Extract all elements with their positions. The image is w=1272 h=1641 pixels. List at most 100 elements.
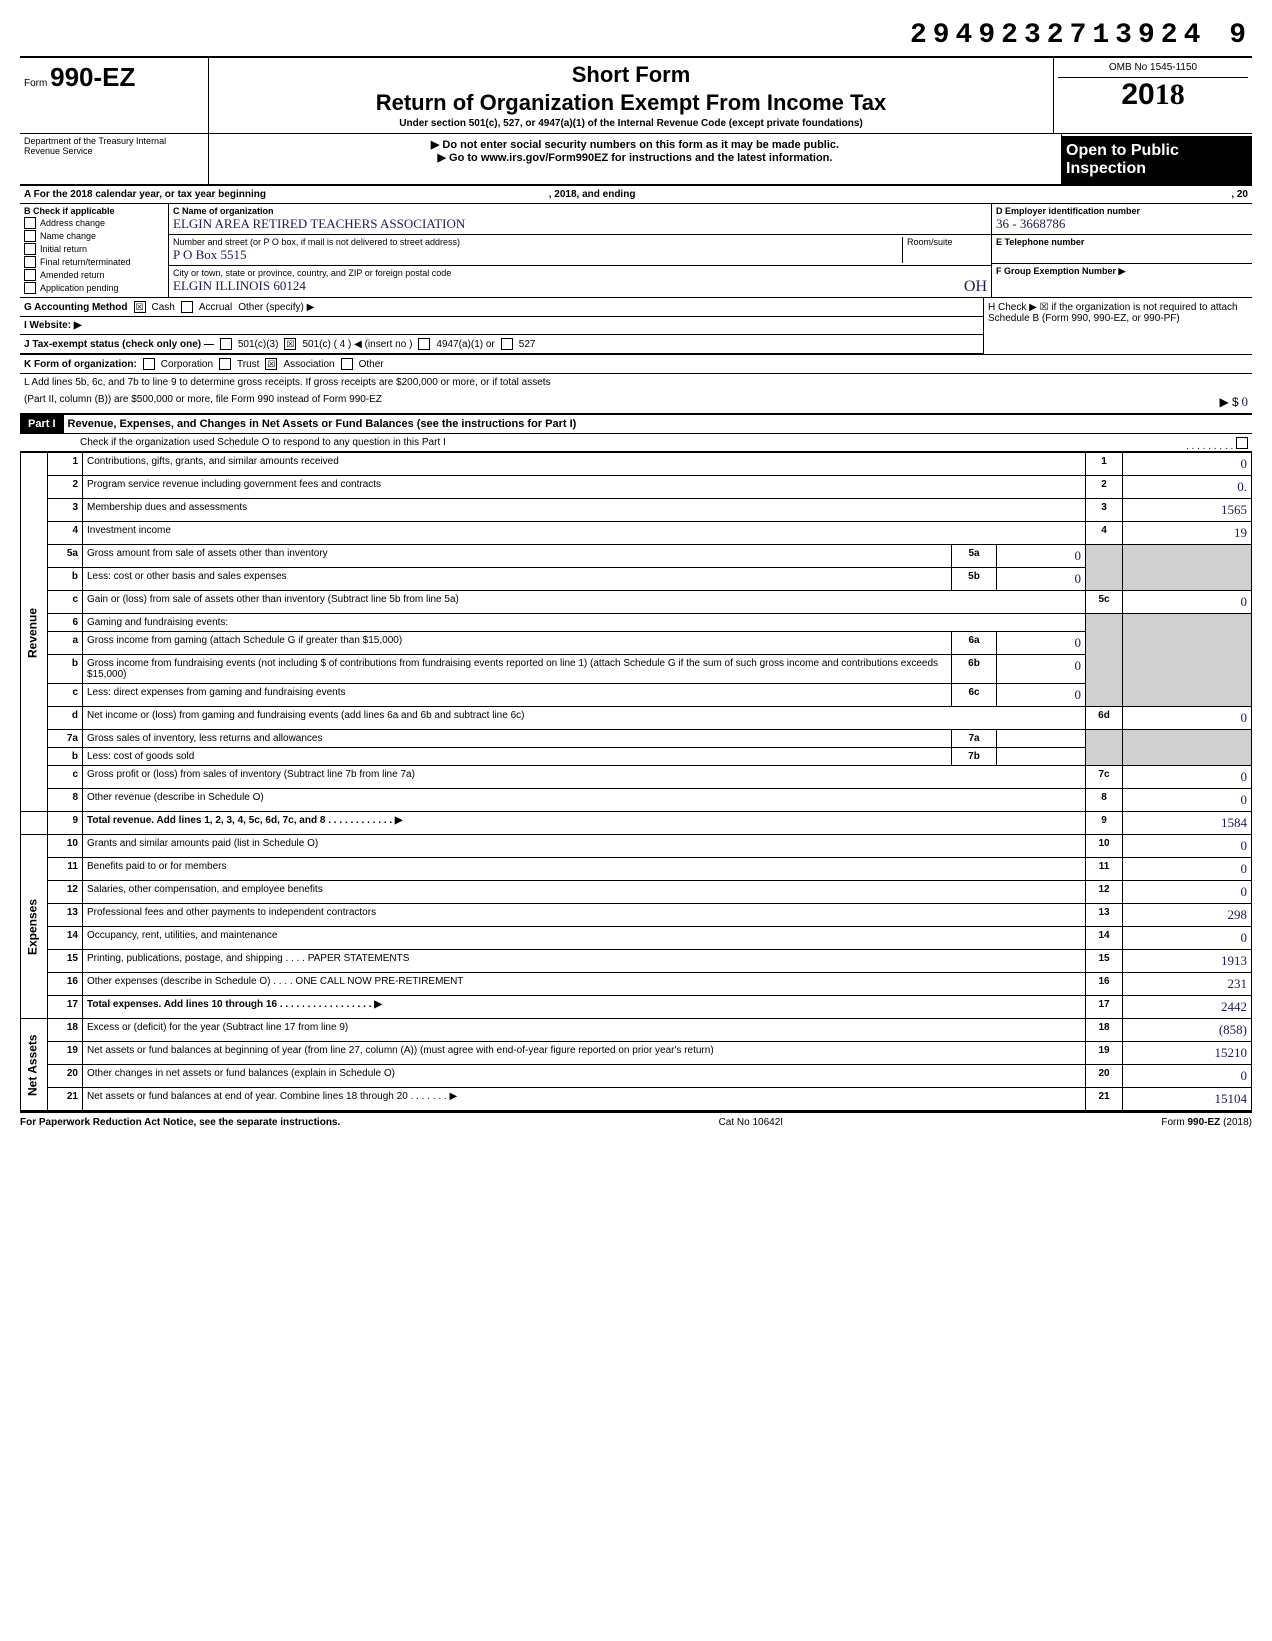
ln-6b-subval: 0 [997,655,1086,684]
ln-17-num: 17 [48,996,83,1019]
ln-13-num: 13 [48,904,83,927]
public-note-2: ▶ Go to www.irs.gov/Form990EZ for instru… [217,151,1053,164]
ln-5c-desc: Gain or (loss) from sale of assets other… [83,591,1086,614]
form-header: Form 990-EZ Short Form Return of Organiz… [20,56,1252,134]
footer-left: For Paperwork Reduction Act Notice, see … [20,1117,340,1128]
footer: For Paperwork Reduction Act Notice, see … [20,1111,1252,1128]
chk-final-return[interactable] [24,256,36,268]
ln-6d-desc: Net income or (loss) from gaming and fun… [83,707,1086,730]
ln-11-desc: Benefits paid to or for members [83,858,1086,881]
lbl-other-org: Other [359,359,384,370]
ln-6-shade-amt [1123,614,1252,707]
ln-12-ln: 12 [1086,881,1123,904]
ln-6-desc: Gaming and fundraising events: [83,614,1086,632]
ln-18-desc: Excess or (deficit) for the year (Subtra… [83,1019,1086,1042]
ln-11-amt: 0 [1123,858,1252,881]
col-d: D Employer identification number 36 - 36… [992,204,1252,297]
ln-6b-num: b [48,655,83,684]
chk-cash[interactable]: ☒ [134,301,146,313]
ln-5a-desc: Gross amount from sale of assets other t… [83,545,952,568]
row-l-text-1: L Add lines 5b, 6c, and 7b to line 9 to … [24,377,551,388]
ln-7a-subval [997,730,1086,748]
info-grid: B Check if applicable Address change Nam… [20,204,1252,298]
accounting-method-label: G Accounting Method [24,302,128,313]
ln-11-ln: 11 [1086,858,1123,881]
document-locator-number: 2949232713924 9 [20,20,1252,51]
ln-8-desc: Other revenue (describe in Schedule O) [83,789,1086,812]
open-public-label: Open to Public Inspection [1062,136,1252,184]
part-1-check-line: Check if the organization used Schedule … [20,434,1252,452]
chk-schedule-o[interactable] [1236,437,1248,449]
lbl-initial-return: Initial return [40,244,87,254]
omb-number: OMB No 1545-1150 [1058,62,1248,78]
ln-6c-sub: 6c [952,684,997,707]
ln-15-ln: 15 [1086,950,1123,973]
ln-2-ln: 2 [1086,476,1123,499]
org-name-label: C Name of organization [173,206,274,216]
ln-7ab-shade [1086,730,1123,766]
ln-10-amt: 0 [1123,835,1252,858]
ln-5b-sub: 5b [952,568,997,591]
open-public-box: Open to Public Inspection [1061,134,1252,184]
header-right: OMB No 1545-1150 2018 [1053,58,1252,133]
row-h: H Check ▶ ☒ if the organization is not r… [983,298,1252,354]
chk-application-pending[interactable] [24,282,36,294]
chk-name-change[interactable] [24,230,36,242]
row-a-mid: , 2018, and ending [549,189,636,200]
ln-5c-ln: 5c [1086,591,1123,614]
chk-501c3[interactable] [220,338,232,350]
chk-accrual[interactable] [181,301,193,313]
form-of-org-label: K Form of organization: [24,359,137,370]
ln-5a-num: 5a [48,545,83,568]
ln-1-num: 1 [48,453,83,476]
ln-5b-desc: Less: cost or other basis and sales expe… [83,568,952,591]
ln-19-ln: 19 [1086,1042,1123,1065]
ln-1-desc: Contributions, gifts, grants, and simila… [83,453,1086,476]
ln-14-ln: 14 [1086,927,1123,950]
ln-7b-subval [997,748,1086,766]
tel-label: E Telephone number [996,237,1084,247]
chk-trust[interactable] [219,358,231,370]
chk-corporation[interactable] [143,358,155,370]
row-l-text-2: (Part II, column (B)) are $500,000 or mo… [24,394,382,410]
chk-address-change[interactable] [24,217,36,229]
chk-other-org[interactable] [341,358,353,370]
chk-501c[interactable]: ☒ [284,338,296,350]
lbl-name-change: Name change [40,231,96,241]
row-l-2: (Part II, column (B)) are $500,000 or mo… [20,391,1252,415]
chk-527[interactable] [501,338,513,350]
form-number-box: Form 990-EZ [20,58,209,133]
ln-8-amt: 0 [1123,789,1252,812]
ln-18-amt: (858) [1123,1019,1252,1042]
initials: OH [964,278,987,296]
ln-16-desc: Other expenses (describe in Schedule O) … [83,973,1086,996]
under-section-text: Under section 501(c), 527, or 4947(a)(1)… [217,118,1045,129]
form-number: 990-EZ [50,62,135,92]
row-l-arrow: ▶ $ [1219,395,1238,409]
header-center: Short Form Return of Organization Exempt… [209,58,1053,133]
short-form-title: Short Form [217,62,1045,88]
chk-initial-return[interactable] [24,243,36,255]
chk-4947[interactable] [418,338,430,350]
ln-2-desc: Program service revenue including govern… [83,476,1086,499]
public-note-1: ▶ Do not enter social security numbers o… [217,138,1053,151]
ln-7a-num: 7a [48,730,83,748]
ln-5ab-shade-amt [1123,545,1252,591]
ln-8-ln: 8 [1086,789,1123,812]
row-k: K Form of organization: Corporation Trus… [20,355,1252,374]
chk-association[interactable]: ☒ [265,358,277,370]
lbl-application-pending: Application pending [40,283,119,293]
ln-12-desc: Salaries, other compensation, and employ… [83,881,1086,904]
footer-mid: Cat No 10642I [719,1117,784,1128]
ln-17-ln: 17 [1086,996,1123,1019]
form-label: Form [24,78,47,89]
ln-18-num: 18 [48,1019,83,1042]
chk-amended-return[interactable] [24,269,36,281]
ln-16-ln: 16 [1086,973,1123,996]
lbl-association: Association [283,359,334,370]
lbl-4947: 4947(a)(1) or [436,339,494,350]
ln-1-ln: 1 [1086,453,1123,476]
ln-16-num: 16 [48,973,83,996]
return-title: Return of Organization Exempt From Incom… [217,90,1045,116]
city-label: City or town, state or province, country… [173,268,451,278]
